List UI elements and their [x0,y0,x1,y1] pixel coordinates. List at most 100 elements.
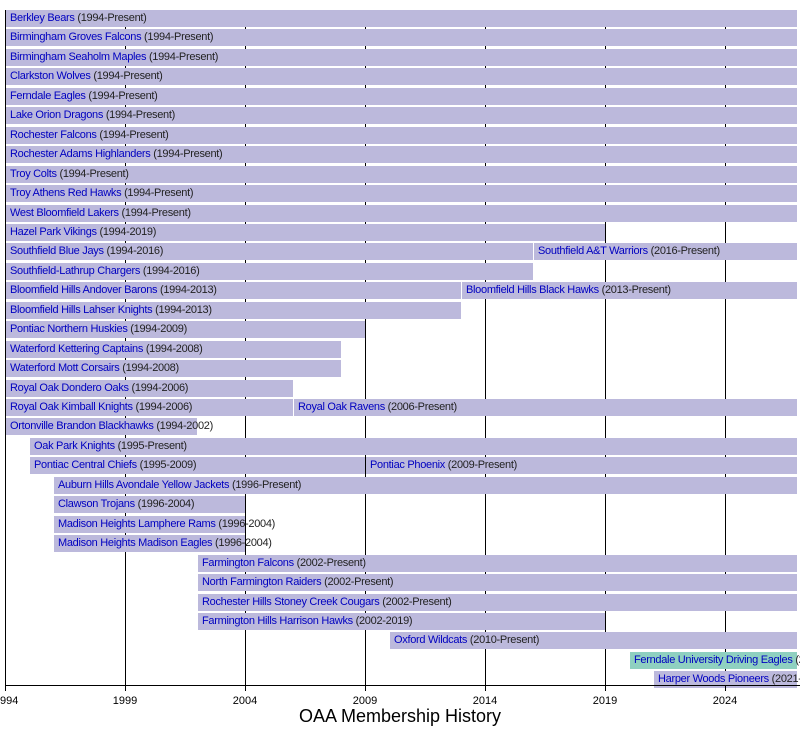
timeline-bar [6,48,797,66]
team-name[interactable]: Troy Colts [10,167,57,180]
team-name[interactable]: Berkley Bears [10,12,75,24]
bar-label: Royal Oak Dondero Oaks (1994-2006) [10,380,188,397]
team-name[interactable]: Bloomfield Hills Lahser Knights [10,303,153,316]
timeline-bar [30,437,797,455]
team-name[interactable]: Oxford Wildcats [394,634,468,647]
x-tick [485,685,486,691]
team-years: (1994-Present) [153,148,223,161]
timeline-bar [54,496,245,514]
team-years: (1994-Present) [59,167,129,180]
team-name[interactable]: Bloomfield Hills Andover Barons [10,284,158,297]
timeline-bar [534,243,797,261]
bar-label: Auburn Hills Avondale Yellow Jackets (19… [58,477,301,494]
bar-label: Pontiac Phoenix (2009-Present) [370,457,517,474]
team-name[interactable]: West Bloomfield Lakers [10,206,119,219]
team-years: (1994-2013) [155,303,212,316]
team-name[interactable]: Auburn Hills Avondale Yellow Jackets [58,478,230,491]
team-years: (1994-Present) [99,128,169,141]
bar-label: Troy Athens Red Hawks (1994-Present) [10,185,194,202]
gridline [365,10,366,686]
team-years: (1994-2009) [130,323,187,336]
team-name[interactable]: Rochester Adams Highlanders [10,148,151,161]
team-name[interactable]: Southfield Blue Jays [10,245,104,258]
bar-label: Birmingham Groves Falcons (1994-Present) [10,29,214,46]
team-years: (2009-Present) [447,459,517,472]
bar-label: Bloomfield Hills Lahser Knights (1994-20… [10,302,212,319]
team-years: (1994-2008) [122,362,179,375]
team-years: (1994-Present) [88,89,158,102]
team-name[interactable]: Rochester Hills Stoney Creek Cougars [202,595,380,608]
bar-label: Waterford Mott Corsairs (1994-2008) [10,360,179,377]
timeline-bar [6,29,797,47]
team-name[interactable]: Ferndale Eagles [10,89,86,102]
x-tick-label: 2019 [592,695,618,707]
team-name[interactable]: Southfield-Lathrup Chargers [10,264,141,277]
team-name[interactable]: Waterford Mott Corsairs [10,362,120,375]
team-name[interactable]: Pontiac Phoenix [370,459,445,472]
team-name[interactable]: Hazel Park Vikings [10,225,97,238]
team-name[interactable]: Madison Heights Lamphere Rams [58,517,216,530]
team-name[interactable]: Farmington Hills Harrison Hawks [202,614,353,627]
team-years: (1994-2008) [145,342,203,355]
team-name[interactable]: Clawson Trojans [58,498,135,511]
team-name[interactable]: Bloomfield Hills Black Hawks [466,284,599,297]
team-years: (1994-2016) [106,245,164,258]
team-years: (1994-2019) [99,225,157,238]
team-name[interactable]: Royal Oak Ravens [298,401,385,413]
team-name[interactable]: Harper Woods Pioneers [658,673,769,686]
timeline-bar [6,223,605,241]
timeline-bar [6,185,797,203]
bar-label: Clawson Trojans (1996-2004) [58,496,195,513]
x-tick [605,685,606,691]
bar-label: Lake Orion Dragons (1994-Present) [10,107,175,124]
team-name[interactable]: Southfield A&T Warriors [538,245,648,258]
team-years: (1995-2009) [139,459,197,472]
timeline-bar [654,671,797,689]
timeline-bar [198,574,797,592]
team-name[interactable]: Rochester Falcons [10,128,97,141]
timeline-bar [6,126,797,144]
timeline-bar [6,107,797,125]
team-name[interactable]: Lake Orion Dragons [10,109,104,122]
team-name[interactable]: Troy Athens Red Hawks [10,187,122,200]
team-years: (2002-Present) [324,576,394,589]
team-years: (1996-Present) [232,478,302,491]
team-name[interactable]: Birmingham Groves Falcons [10,31,142,44]
team-name[interactable]: Royal Oak Dondero Oaks [10,381,129,394]
x-tick-label: 2004 [232,695,258,707]
timeline-bar [54,476,797,494]
timeline-bar [30,457,365,475]
x-tick-label: 1999 [112,695,138,707]
bar-label: Farmington Hills Harrison Hawks (2002-20… [202,613,413,630]
bar-label: Berkley Bears (1994-Present) [10,10,147,27]
team-years: (1995-Present) [117,439,187,452]
team-years: (1994-Present) [144,31,214,44]
team-name[interactable]: Birmingham Seaholm Maples [10,50,147,63]
timeline-bar [294,399,797,416]
team-name[interactable]: Ferndale University Driving Eagles [634,653,793,666]
team-name[interactable]: Royal Oak Kimball Knights [10,401,133,413]
bar-label: Ferndale University Driving Eagles (2 [634,652,800,669]
timeline-bar [390,632,797,650]
team-name[interactable]: Farmington Falcons [202,556,294,569]
team-years: (2002-2019) [355,614,413,627]
timeline-bar [54,535,245,553]
team-name[interactable]: Pontiac Central Chiefs [34,459,137,472]
bar-label: Oak Park Knights (1995-Present) [34,438,187,455]
x-tick-label: 2024 [712,695,738,707]
timeline-bar [6,262,533,280]
team-name[interactable]: Oak Park Knights [34,439,115,452]
bar-label: West Bloomfield Lakers (1994-Present) [10,205,191,222]
team-years: (1994-2013) [160,284,217,297]
team-name[interactable]: Pontiac Northern Huskies [10,323,128,336]
team-name[interactable]: North Farmington Raiders [202,576,322,589]
team-years: (1994-2016) [142,264,200,277]
team-name[interactable]: Waterford Kettering Captains [10,342,144,355]
team-name[interactable]: Clarkston Wolves [10,70,91,83]
bar-label: Madison Heights Madison Eagles (1996-200… [58,535,272,552]
team-name[interactable]: Madison Heights Madison Eagles [58,537,213,550]
timeline-bar [366,457,797,475]
team-name[interactable]: Ortonville Brandon Blackhawks [10,420,154,433]
bar-label: Rochester Hills Stoney Creek Cougars (20… [202,594,452,611]
timeline-bar [6,10,797,27]
